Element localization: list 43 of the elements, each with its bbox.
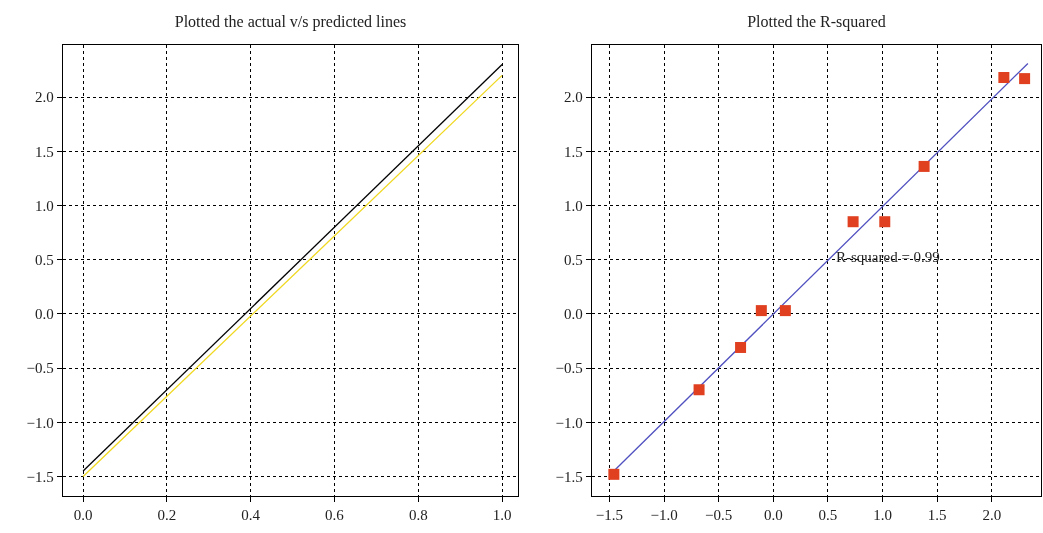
x-tick-label: 2.0 <box>982 507 1002 524</box>
x-tick-label: −0.5 <box>705 507 733 524</box>
point <box>755 305 767 317</box>
y-tick-label: 1.0 <box>35 197 54 214</box>
y-tick-label: 1.5 <box>564 143 583 160</box>
x-tick-label: 0.0 <box>73 507 93 524</box>
point <box>608 468 620 480</box>
point <box>998 72 1010 84</box>
point <box>918 160 930 172</box>
x-tick-label: 1.0 <box>873 507 892 524</box>
point <box>1019 73 1031 85</box>
y-tick-label: 0.5 <box>564 251 583 268</box>
y-tick-label: −1.0 <box>26 414 54 431</box>
chart-title: Plotted the R-squared <box>747 13 886 32</box>
y-tick-label: −1.5 <box>26 468 54 485</box>
point <box>847 216 859 228</box>
y-tick-label: 1.0 <box>564 197 583 214</box>
y-tick-label: 0.0 <box>35 306 54 323</box>
x-tick-label: 0.2 <box>157 507 177 524</box>
y-tick-label: 2.0 <box>35 89 54 106</box>
y-tick-label: −0.5 <box>26 360 54 377</box>
y-tick-label: −1.0 <box>555 414 583 431</box>
y-tick-label: −1.5 <box>555 468 583 485</box>
point <box>779 305 791 317</box>
x-tick-label: −1.5 <box>595 507 624 524</box>
x-tick-label: 0.8 <box>408 507 428 524</box>
annotation: R-squared = 0.99 <box>836 249 940 265</box>
x-tick-label: 0.6 <box>325 507 345 524</box>
y-tick-label: 1.5 <box>35 143 54 160</box>
x-tick-label: 0.5 <box>818 507 838 524</box>
y-tick-label: 0.0 <box>564 306 583 323</box>
x-tick-label: 1.5 <box>927 507 947 524</box>
x-tick-label: 0.4 <box>241 507 261 524</box>
point <box>879 216 891 228</box>
point <box>693 384 705 396</box>
x-tick-label: −1.0 <box>650 507 678 524</box>
y-tick-label: 2.0 <box>564 89 583 106</box>
y-tick-label: 0.5 <box>35 251 54 268</box>
x-tick-label: 0.0 <box>763 507 783 524</box>
x-tick-label: 1.0 <box>492 507 512 524</box>
point <box>735 341 747 353</box>
y-tick-label: −0.5 <box>555 360 583 377</box>
chart-title: Plotted the actual v/s predicted lines <box>174 13 407 32</box>
